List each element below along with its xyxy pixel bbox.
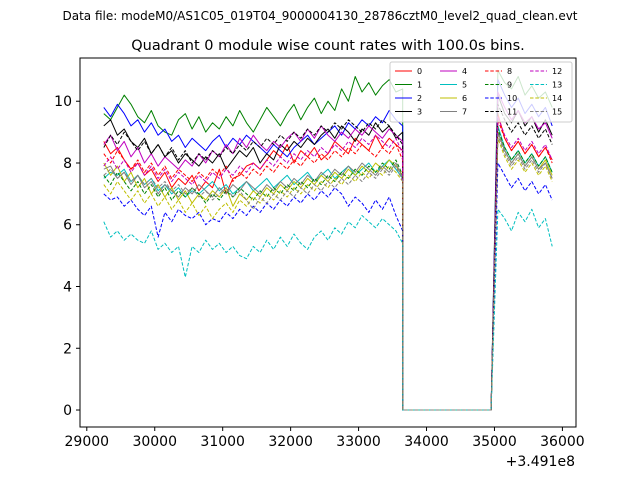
legend-label-1: 1 bbox=[417, 81, 422, 90]
x-tick-label: 35000 bbox=[472, 434, 517, 450]
y-tick-label: 8 bbox=[63, 156, 72, 172]
y-tick-label: 4 bbox=[63, 280, 72, 296]
x-tick-label: 32000 bbox=[268, 434, 313, 450]
y-tick-label: 6 bbox=[63, 218, 72, 234]
legend-label-0: 0 bbox=[417, 67, 422, 76]
x-tick-label: 30000 bbox=[132, 434, 177, 450]
legend-box bbox=[389, 61, 573, 123]
x-tick-label: 29000 bbox=[65, 434, 110, 450]
ticks-layer: 29000 30000 31000 32000 33000 34000 35000 36000… bbox=[54, 94, 585, 450]
legend-label-11: 11 bbox=[507, 108, 517, 117]
legend-label-15: 15 bbox=[552, 108, 562, 117]
x-tick-label: 31000 bbox=[200, 434, 245, 450]
y-tick-label: 2 bbox=[63, 341, 72, 357]
axes-frame bbox=[79, 57, 577, 428]
legend-label-6: 6 bbox=[462, 94, 467, 103]
legend-label-14: 14 bbox=[552, 94, 562, 103]
series-line-13 bbox=[103, 208, 553, 411]
legend-label-12: 12 bbox=[552, 67, 562, 76]
series-line-15 bbox=[103, 134, 553, 411]
legend-label-4: 4 bbox=[462, 67, 467, 76]
x-offset-label: +3.491e8 bbox=[506, 454, 575, 470]
chart-title: Quadrant 0 module wise count rates with … bbox=[131, 38, 525, 54]
legend-label-10: 10 bbox=[507, 94, 517, 103]
x-tick-label: 36000 bbox=[540, 434, 585, 450]
legend-label-5: 5 bbox=[462, 81, 467, 90]
legend-label-9: 9 bbox=[507, 81, 512, 90]
x-tick-label: 34000 bbox=[404, 434, 449, 450]
legend-label-13: 13 bbox=[552, 81, 562, 90]
x-tick-label: 33000 bbox=[336, 434, 381, 450]
y-tick-label: 0 bbox=[63, 403, 72, 419]
series-layer bbox=[103, 69, 553, 411]
legend-label-2: 2 bbox=[417, 94, 422, 103]
y-tick-label: 10 bbox=[54, 94, 72, 110]
super-title: Data file: modeM0/AS1C05_019T04_90000041… bbox=[62, 9, 577, 23]
legend-label-7: 7 bbox=[462, 108, 467, 117]
legend-label-3: 3 bbox=[417, 108, 422, 117]
legend-label-8: 8 bbox=[507, 67, 512, 76]
